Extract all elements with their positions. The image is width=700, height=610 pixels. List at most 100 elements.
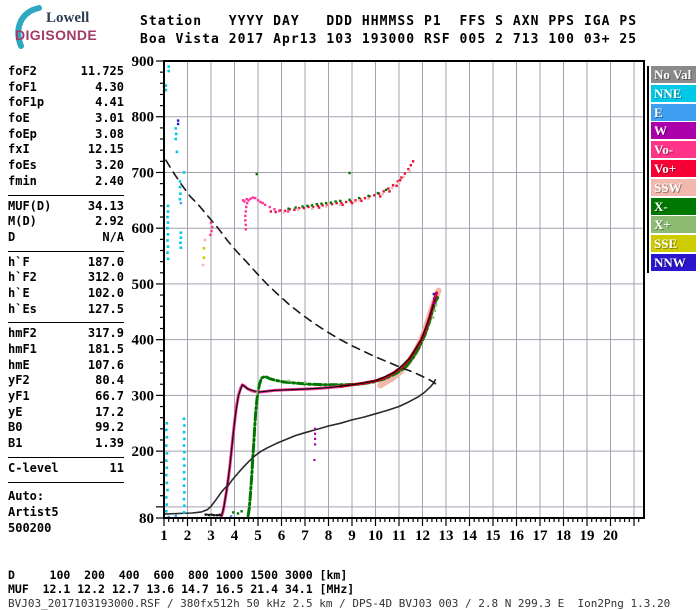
dot-second-hop-pink: [277, 209, 281, 213]
dot-sse-scatter: [202, 256, 206, 259]
dot-nne-scatter: [166, 245, 170, 248]
dot-nne-scatter: [165, 422, 169, 425]
dot-x-minus-scatter: [232, 511, 235, 514]
dot-nne-scatter: [174, 127, 177, 130]
param-value: 11: [109, 460, 124, 475]
station-header-values: Boa Vista 2017 Apr13 103 193000 RSF 005 …: [140, 32, 638, 47]
param-row-hmf2: hmF2 317.9: [8, 326, 124, 342]
dot-nne-scatter: [165, 481, 169, 485]
dot-x-plus-scatter: [287, 379, 290, 383]
dot-second-hop-salmon: [310, 207, 314, 210]
dot-nnw-scatter: [432, 292, 435, 296]
param-name: foF1p: [8, 95, 45, 110]
x-tick-label: 9: [348, 528, 356, 544]
legend-item-x+: X+: [651, 216, 696, 234]
x-tick-label: 20: [603, 528, 618, 544]
series-muf-transmission-curve: [165, 159, 437, 385]
dot-nne-scatter: [165, 428, 168, 432]
dot-vo-minus-scatter: [209, 233, 212, 237]
dot-x-minus-scatter: [348, 171, 351, 175]
dot-nne-scatter: [165, 510, 168, 513]
dot-nne-scatter: [182, 444, 186, 447]
dot-second-hop-salmon: [402, 175, 405, 179]
param-value: 107.6: [87, 357, 124, 372]
param-row-b0: B0 99.2: [8, 420, 124, 436]
dot-second-hop-green: [367, 194, 370, 198]
dot-second-hop-pink: [273, 208, 276, 211]
dot-nne-scatter: [179, 236, 183, 239]
dot-second-hop-salmon: [282, 211, 286, 214]
param-group: h`F 187.0 h`F2 312.0 h`E 102.0 h`Es 127.5: [8, 250, 124, 323]
dot-second-hop-red: [403, 172, 407, 175]
y-tick-label: 600: [132, 221, 155, 237]
dot-e-scatter: [179, 201, 183, 205]
param-row-ye: yE 17.2: [8, 405, 124, 421]
dot-second-hop-salmon: [390, 186, 394, 190]
dot-second-hop-salmon: [327, 203, 330, 206]
dot-second-hop-green: [320, 202, 323, 205]
param-value: 3.20: [95, 158, 124, 173]
dot-second-hop-pink: [249, 197, 252, 200]
legend-item-x-: X-: [651, 197, 696, 215]
file-info-line: BVJ03_2017103193000.RSF / 380fx512h 50 k…: [8, 597, 671, 610]
param-value: 99.2: [95, 420, 124, 435]
dot-x-minus-scatter: [255, 172, 258, 176]
param-row-hme: hmE 107.6: [8, 358, 124, 374]
dot-second-hop-red: [297, 206, 301, 210]
dot-vo-minus-scatter: [211, 225, 214, 229]
dot-nne-scatter: [174, 132, 178, 136]
dot-nne-scatter: [165, 503, 169, 506]
autoscaling-info: Auto: Artist5 500200: [8, 481, 124, 536]
dot-second-hop-red: [409, 164, 412, 167]
dot-w-scatter: [314, 427, 317, 430]
lowell-digisonde-logo: Lowell DIGISONDE: [8, 4, 128, 50]
dot-nne-scatter: [165, 459, 168, 462]
dot-nne-scatter: [166, 257, 170, 261]
dot-second-hop-red: [302, 206, 305, 210]
dot-sse-scatter: [202, 247, 206, 250]
dot-second-hop-pink: [261, 201, 264, 205]
dot-nne-scatter: [178, 185, 182, 189]
dot-second-hop-pink: [241, 199, 245, 202]
dot-nne-scatter: [183, 450, 186, 454]
param-row-d: D N/A: [8, 230, 124, 246]
param-name: h`F2: [8, 270, 37, 285]
x-tick-label: 16: [509, 528, 525, 544]
dot-second-hop-red: [316, 204, 320, 208]
legend-item-noval: No Val: [651, 66, 696, 83]
dot-e-scatter: [167, 515, 170, 519]
dot-second-hop-red: [312, 205, 315, 209]
dot-nne-scatter: [166, 210, 170, 213]
param-name: B1: [8, 436, 23, 451]
dot-ssw-scatter: [201, 263, 205, 267]
param-name: hmF2: [8, 326, 37, 341]
param-name: C-level: [8, 460, 59, 475]
param-row-yf1: yF1 66.7: [8, 389, 124, 405]
dot-second-hop-pink: [245, 198, 248, 201]
dot-second-hop-pink: [244, 219, 247, 222]
dot-nne-scatter: [166, 488, 169, 492]
param-row-fof1: foF1 4.30: [8, 80, 124, 96]
dot-es-trace-dark: [212, 514, 215, 517]
param-value: 80.4: [95, 373, 124, 388]
param-row-hes: h`Es 127.5: [8, 302, 124, 318]
dot-vo-minus-scatter: [210, 229, 213, 233]
param-value: 181.5: [87, 342, 124, 356]
dot-second-hop-salmon: [357, 199, 361, 202]
dot-nne-scatter: [175, 150, 179, 154]
param-row-mufd: MUF(D) 34.13: [8, 199, 124, 215]
dot-nne-scatter: [166, 226, 169, 230]
dot-second-hop-red: [388, 190, 391, 193]
y-tick-label: 200: [132, 444, 155, 460]
param-row-fof2: foF2 11.725: [8, 64, 124, 80]
dot-second-hop-pink: [251, 196, 254, 199]
dot-second-hop-pink: [268, 205, 271, 209]
param-value: 312.0: [87, 270, 124, 285]
param-row-hf: h`F 187.0: [8, 255, 124, 271]
dot-nne-scatter: [165, 435, 169, 439]
dot-second-hop-red: [382, 190, 385, 193]
dot-nne-scatter: [165, 444, 168, 447]
muf-distance-table: D 100 200 400 600 800 1000 1500 3000 [km…: [8, 567, 355, 596]
dot-es-trace-dark: [215, 514, 218, 517]
dot-second-hop-salmon: [397, 181, 401, 184]
